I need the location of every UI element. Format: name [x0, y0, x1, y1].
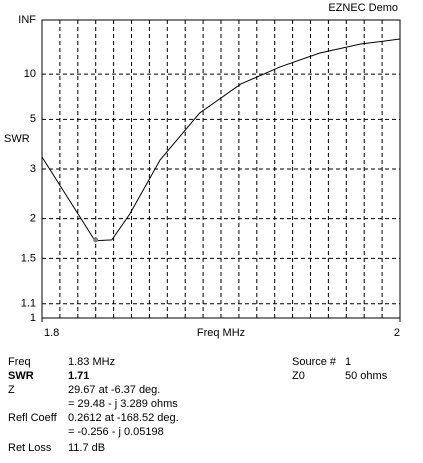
y-tick-label: 1.1 [21, 298, 36, 310]
y-tick-label: 5 [30, 113, 36, 125]
readout-label: SWR [8, 370, 34, 382]
y-tick-label: 10 [24, 68, 36, 80]
x-tick-label: 2 [394, 327, 400, 339]
readout-value: 1 [345, 356, 351, 368]
x-axis-label: Freq MHz [197, 327, 245, 339]
readout-label: Z [8, 384, 15, 396]
y-tick-label: 1 [30, 312, 36, 324]
readout-value: = -0.256 - j 0.05198 [68, 426, 164, 438]
readout-value: 50 ohms [345, 370, 388, 382]
marker [93, 237, 99, 243]
y-tick-label: INF [18, 14, 36, 26]
readout-label: Ret Loss [8, 442, 52, 454]
readout-value: 0.2612 at -168.52 deg. [68, 412, 179, 424]
y-tick-label: 2 [30, 213, 36, 225]
readout-label: Z0 [292, 370, 305, 382]
readout-value: = 29.48 - j 3.289 ohms [68, 398, 178, 410]
x-tick-label: 1.8 [44, 327, 59, 339]
readout-value: 11.7 dB [68, 442, 105, 454]
chart-title: EZNEC Demo [328, 2, 398, 14]
y-tick-label: 1.5 [21, 252, 36, 264]
readout-label: Freq [8, 356, 31, 368]
readout-value: 29.67 at -6.37 deg. [68, 384, 160, 396]
y-tick-label: 3 [30, 163, 36, 175]
readout-label: Source # [292, 356, 337, 368]
readout-value: 1.83 MHz [68, 356, 115, 368]
readout-value: 1.71 [68, 370, 89, 382]
y-axis-label: SWR [4, 133, 30, 145]
swr-line [41, 38, 401, 242]
readout-label: Refl Coeff [8, 412, 58, 424]
